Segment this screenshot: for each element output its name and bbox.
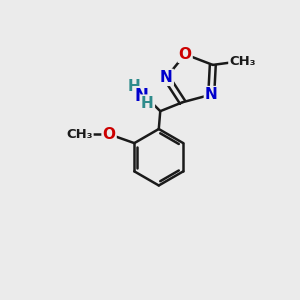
Text: H: H [127,79,140,94]
Text: N: N [205,87,217,102]
Text: O: O [103,127,116,142]
Text: O: O [178,47,192,62]
Text: N: N [160,70,173,85]
Text: H: H [141,96,154,111]
Text: CH₃: CH₃ [66,128,93,141]
Text: N: N [134,87,148,105]
Text: CH₃: CH₃ [229,56,256,68]
